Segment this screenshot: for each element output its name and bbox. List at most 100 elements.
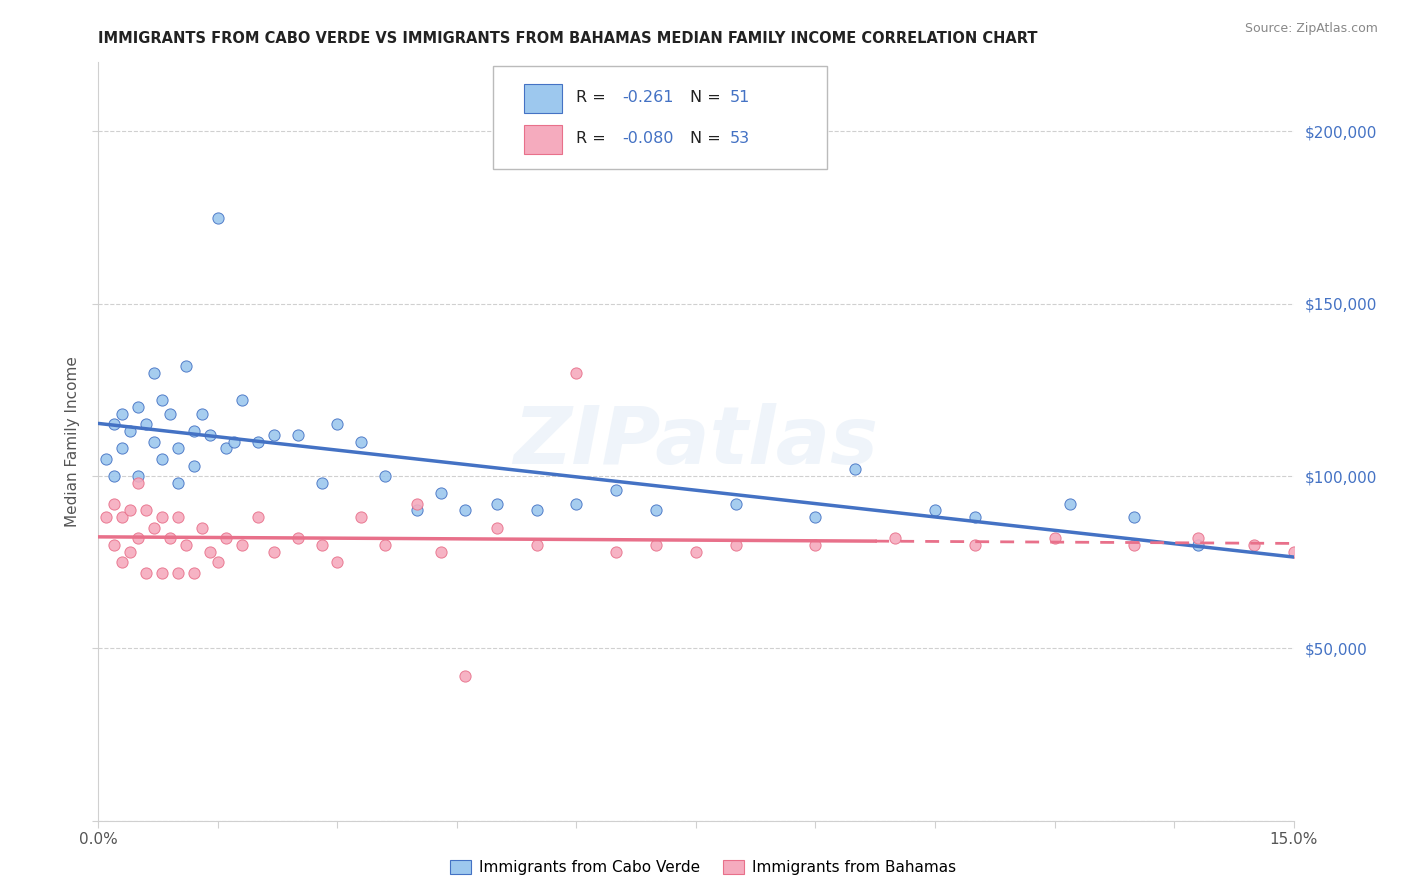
Point — [191, 521, 214, 535]
Point — [804, 510, 827, 524]
Point — [350, 510, 373, 524]
Text: R =: R = — [576, 131, 612, 145]
Point — [311, 538, 333, 552]
Point — [1059, 497, 1081, 511]
Point — [605, 483, 627, 497]
Point — [143, 366, 166, 380]
Point — [215, 531, 238, 545]
Point — [287, 531, 309, 545]
Text: N =: N = — [690, 90, 725, 105]
Point — [207, 555, 229, 569]
Point — [120, 503, 142, 517]
Point — [1043, 531, 1066, 545]
Point — [406, 497, 429, 511]
Point — [215, 442, 238, 456]
Point — [645, 503, 668, 517]
Point — [183, 458, 205, 473]
FancyBboxPatch shape — [524, 126, 562, 154]
Point — [454, 669, 477, 683]
Point — [804, 538, 827, 552]
Point — [430, 545, 453, 559]
Point — [167, 475, 190, 490]
Point — [1282, 545, 1305, 559]
Point — [183, 566, 205, 580]
Point — [159, 531, 181, 545]
Text: -0.261: -0.261 — [621, 90, 673, 105]
Point — [374, 469, 396, 483]
Point — [207, 211, 229, 225]
Point — [526, 538, 548, 552]
Point — [143, 434, 166, 449]
Point — [174, 538, 197, 552]
Point — [645, 538, 668, 552]
FancyBboxPatch shape — [494, 66, 828, 169]
Point — [406, 503, 429, 517]
Point — [350, 434, 373, 449]
Point — [96, 451, 118, 466]
Point — [1187, 538, 1209, 552]
Point — [1243, 538, 1265, 552]
Point — [326, 417, 349, 432]
Point — [111, 442, 134, 456]
Point — [143, 521, 166, 535]
Point — [1123, 538, 1146, 552]
Point — [963, 538, 986, 552]
Point — [263, 427, 285, 442]
Point — [1123, 510, 1146, 524]
Point — [135, 566, 157, 580]
Point — [103, 538, 125, 552]
Point — [374, 538, 396, 552]
Point — [884, 531, 907, 545]
Point — [526, 503, 548, 517]
Point — [111, 555, 134, 569]
Point — [231, 538, 253, 552]
Point — [326, 555, 349, 569]
Point — [120, 424, 142, 438]
Point — [96, 510, 118, 524]
Text: -0.080: -0.080 — [621, 131, 673, 145]
Point — [246, 434, 269, 449]
Text: Source: ZipAtlas.com: Source: ZipAtlas.com — [1244, 22, 1378, 36]
Text: IMMIGRANTS FROM CABO VERDE VS IMMIGRANTS FROM BAHAMAS MEDIAN FAMILY INCOME CORRE: IMMIGRANTS FROM CABO VERDE VS IMMIGRANTS… — [98, 31, 1038, 46]
Point — [111, 407, 134, 421]
Legend: Immigrants from Cabo Verde, Immigrants from Bahamas: Immigrants from Cabo Verde, Immigrants f… — [446, 855, 960, 880]
Point — [150, 566, 173, 580]
Point — [231, 393, 253, 408]
Text: 53: 53 — [730, 131, 749, 145]
Point — [159, 407, 181, 421]
Point — [311, 475, 333, 490]
Point — [246, 510, 269, 524]
Point — [685, 545, 707, 559]
Point — [198, 545, 221, 559]
Text: N =: N = — [690, 131, 725, 145]
Point — [565, 497, 588, 511]
Y-axis label: Median Family Income: Median Family Income — [65, 356, 80, 527]
Point — [111, 510, 134, 524]
Point — [150, 451, 173, 466]
Point — [150, 510, 173, 524]
Text: R =: R = — [576, 90, 612, 105]
Point — [135, 417, 157, 432]
Point — [127, 400, 149, 414]
Point — [183, 424, 205, 438]
Point — [167, 510, 190, 524]
Point — [150, 393, 173, 408]
Point — [430, 486, 453, 500]
Point — [1187, 531, 1209, 545]
Point — [485, 521, 508, 535]
Point — [222, 434, 245, 449]
Text: ZIPatlas: ZIPatlas — [513, 402, 879, 481]
Point — [103, 497, 125, 511]
Point — [724, 497, 747, 511]
FancyBboxPatch shape — [524, 85, 562, 113]
Point — [263, 545, 285, 559]
Text: 51: 51 — [730, 90, 749, 105]
Point — [127, 475, 149, 490]
Point — [127, 531, 149, 545]
Point — [103, 417, 125, 432]
Point — [565, 366, 588, 380]
Point — [167, 566, 190, 580]
Point — [198, 427, 221, 442]
Point — [454, 503, 477, 517]
Point — [135, 503, 157, 517]
